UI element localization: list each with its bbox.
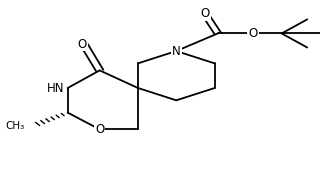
Text: O: O <box>200 7 210 20</box>
Text: CH₃: CH₃ <box>5 121 25 131</box>
Text: O: O <box>77 37 87 51</box>
Text: N: N <box>172 45 181 58</box>
Text: HN: HN <box>47 81 65 95</box>
Text: O: O <box>248 27 258 40</box>
Text: O: O <box>95 123 104 136</box>
